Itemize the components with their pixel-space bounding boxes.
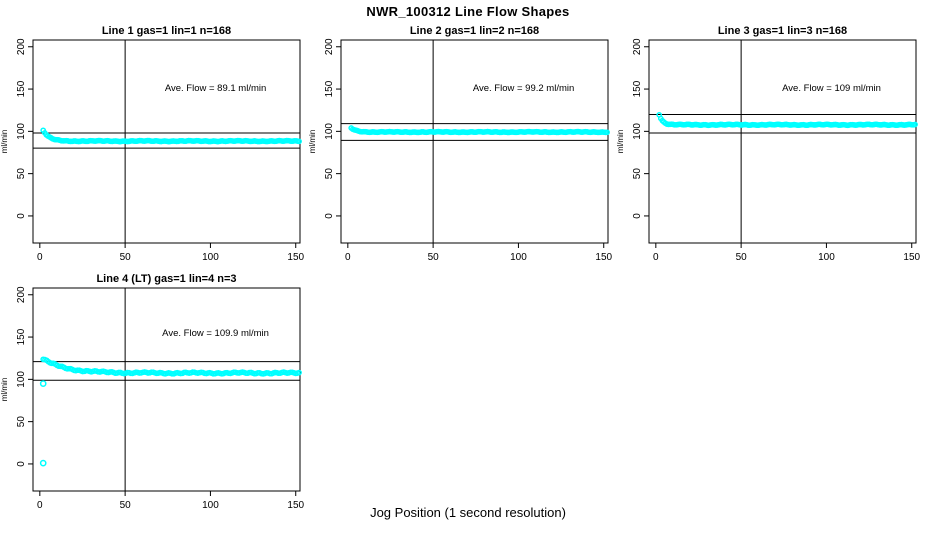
y-tick-label: 100 (324, 123, 335, 140)
panel-title: Line 2 gas=1 lin=2 n=168 (410, 25, 539, 37)
y-tick-label: 50 (16, 416, 27, 428)
y-tick-label: 0 (16, 213, 27, 219)
x-tick-label: 50 (120, 500, 132, 511)
ave-flow-annotation: Ave. Flow = 109.9 ml/min (162, 328, 269, 339)
figure-title: NWR_100312 Line Flow Shapes (366, 4, 570, 19)
y-tick-label: 150 (16, 80, 27, 97)
y-tick-label: 100 (16, 371, 27, 388)
y-axis-label: ml/min (0, 378, 9, 402)
x-tick-label: 0 (653, 252, 659, 263)
flow-data-points (656, 112, 918, 129)
x-tick-label: 150 (287, 252, 304, 263)
y-axis-label: ml/min (308, 130, 317, 154)
y-tick-label: 100 (16, 123, 27, 140)
y-tick-label: 0 (324, 213, 335, 219)
outlier-point (39, 459, 47, 467)
flow-panel-svg: Line 2 gas=1 lin=2 n=168 0 50 100 150 0 50 100 1… (308, 25, 613, 263)
y-axis-label: ml/min (0, 130, 9, 154)
flow-panel-svg: Line 1 gas=1 lin=1 n=168 0 50 100 150 0 50 100 1… (0, 25, 305, 263)
x-tick-label: 50 (736, 252, 748, 263)
plot-box (32, 287, 301, 492)
x-tick-label: 100 (202, 500, 219, 511)
flow-panel-line-1: Line 1 gas=1 lin=1 n=168 0 50 100 150 0 50 100 1… (0, 25, 308, 273)
flow-panel-line-4: Line 4 (LT) gas=1 lin=4 n=3 0 50 100 150 0 50 1… (0, 273, 308, 521)
flow-data-points (40, 127, 302, 145)
y-tick-label: 50 (16, 168, 27, 180)
y-tick-label: 200 (632, 38, 643, 55)
flow-panel-svg: Line 3 gas=1 lin=3 n=168 0 50 100 150 0 50 100 1… (616, 25, 921, 263)
ave-flow-annotation: Ave. Flow = 89.1 ml/min (165, 83, 266, 94)
x-tick-label: 100 (510, 252, 527, 263)
y-tick-label: 150 (16, 328, 27, 345)
data-point (296, 138, 302, 145)
plot-box (648, 39, 917, 244)
y-tick-label: 0 (632, 213, 643, 219)
ave-flow-annotation: Ave. Flow = 99.2 ml/min (473, 83, 574, 94)
flow-data-points (39, 356, 302, 467)
data-point (912, 121, 918, 128)
panel-title: Line 4 (LT) gas=1 lin=4 n=3 (96, 273, 236, 285)
flow-panel-svg: Line 4 (LT) gas=1 lin=4 n=3 0 50 100 150 0 50 1… (0, 273, 305, 511)
y-tick-label: 50 (632, 168, 643, 180)
panel-title: Line 3 gas=1 lin=3 n=168 (718, 25, 847, 37)
y-tick-label: 100 (632, 123, 643, 140)
flow-panel-line-2: Line 2 gas=1 lin=2 n=168 0 50 100 150 0 50 100 1… (308, 25, 616, 273)
x-tick-label: 0 (37, 252, 43, 263)
x-tick-label: 150 (903, 252, 920, 263)
ave-flow-annotation: Ave. Flow = 109 ml/min (782, 83, 881, 94)
y-tick-label: 200 (324, 38, 335, 55)
y-tick-label: 50 (324, 168, 335, 180)
y-axis-label: ml/min (616, 130, 625, 154)
x-tick-label: 50 (120, 252, 132, 263)
x-tick-label: 0 (37, 500, 43, 511)
flow-data-points (348, 125, 610, 136)
x-axis-label: Jog Position (1 second resolution) (370, 505, 566, 520)
y-tick-label: 200 (16, 38, 27, 55)
y-tick-label: 150 (324, 80, 335, 97)
data-point (604, 129, 610, 136)
outlier-point (39, 380, 47, 387)
y-tick-label: 150 (632, 80, 643, 97)
x-tick-label: 150 (287, 500, 304, 511)
x-tick-label: 50 (428, 252, 440, 263)
y-tick-label: 0 (16, 461, 27, 467)
panel-title: Line 1 gas=1 lin=1 n=168 (102, 25, 231, 37)
plot-box (340, 39, 609, 244)
y-tick-label: 200 (16, 286, 27, 303)
x-tick-label: 100 (202, 252, 219, 263)
x-tick-label: 0 (345, 252, 351, 263)
x-tick-label: 150 (595, 252, 612, 263)
x-tick-label: 100 (818, 252, 835, 263)
data-point (296, 369, 302, 376)
flow-panel-line-3: Line 3 gas=1 lin=3 n=168 0 50 100 150 0 50 100 1… (616, 25, 924, 273)
